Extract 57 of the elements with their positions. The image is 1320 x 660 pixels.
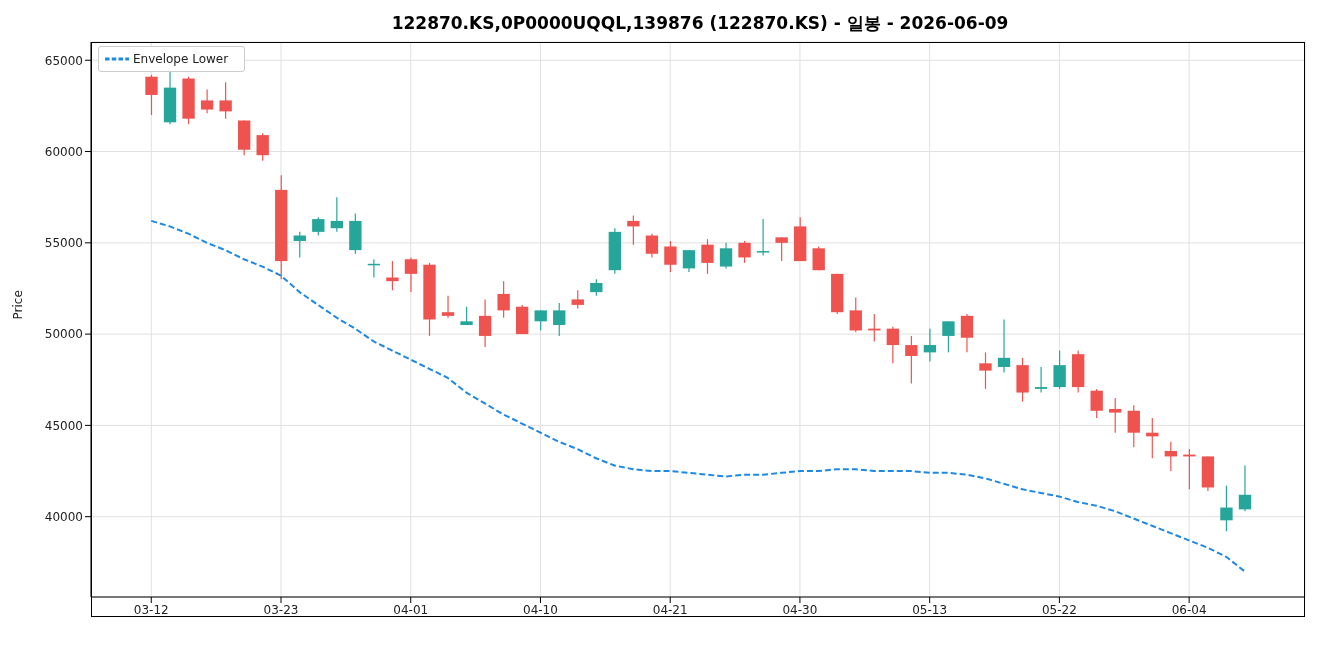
- x-tick-label: 03-23: [263, 602, 299, 617]
- candlestick: [460, 306, 473, 326]
- candlestick: [312, 216, 325, 237]
- x-tick-label: 05-22: [1041, 602, 1077, 617]
- candlestick: [979, 351, 992, 390]
- candlestick: [478, 298, 492, 348]
- candlestick: [441, 295, 455, 319]
- x-tick-label: 04-30: [782, 602, 818, 617]
- x-tick-label: 05-13: [912, 602, 948, 617]
- candlestick: [571, 289, 584, 310]
- line-series: [150, 219, 1246, 573]
- x-tick-label: 04-01: [393, 602, 429, 617]
- candlestick: [256, 132, 269, 162]
- candlestick: [997, 318, 1011, 374]
- candlestick: [756, 218, 770, 257]
- candlestick: [404, 256, 418, 293]
- candlestick: [738, 240, 751, 264]
- candlestick: [219, 81, 232, 120]
- chart-title: 122870.KS,0P0000UQQL,139876 (122870.KS) - 일봉 - 2026-06-09: [390, 12, 1010, 35]
- x-tick-label: 03-12: [133, 602, 169, 617]
- legend-label: Envelope Lower: [133, 51, 229, 66]
- candlestick: [923, 328, 937, 363]
- y-tick-label: 45000: [44, 418, 83, 433]
- candlestick: [1127, 404, 1140, 448]
- candlestick: [1238, 464, 1252, 512]
- candlestick: [682, 249, 696, 273]
- candlestick: [1034, 366, 1048, 394]
- candlestick: [775, 236, 788, 262]
- candlestick: [645, 233, 659, 259]
- y-tick-label: 55000: [44, 236, 83, 251]
- y-tick-label: 40000: [44, 509, 83, 524]
- candlestick: [553, 302, 566, 337]
- x-tick-label: 04-10: [523, 602, 558, 617]
- candlestick: [200, 88, 214, 114]
- candlestick: [1220, 485, 1233, 532]
- candlestick: [627, 214, 640, 246]
- y-tick-label: 50000: [44, 327, 83, 342]
- y-tick-label: 60000: [44, 144, 83, 159]
- candlestick: [849, 296, 862, 333]
- candlestick: [1053, 349, 1066, 390]
- candlestick: [1109, 397, 1122, 434]
- candlestick: [886, 326, 900, 364]
- candlestick: [960, 313, 974, 353]
- y-tick-label: 65000: [44, 53, 83, 68]
- x-tick-label: 06-04: [1171, 602, 1207, 617]
- candlestick: [497, 280, 510, 319]
- y-axis-title: Price: [11, 290, 26, 320]
- candlestick: [330, 196, 344, 233]
- candlestick: [701, 238, 714, 275]
- candlestick: [719, 242, 733, 269]
- candlestick: [942, 320, 955, 353]
- candlestick: [145, 74, 158, 116]
- candlestick: [1090, 388, 1103, 419]
- candlestick: [534, 309, 547, 332]
- candlestick: [664, 240, 677, 273]
- candlestick: [905, 335, 918, 384]
- x-tick-label: 04-21: [652, 602, 688, 617]
